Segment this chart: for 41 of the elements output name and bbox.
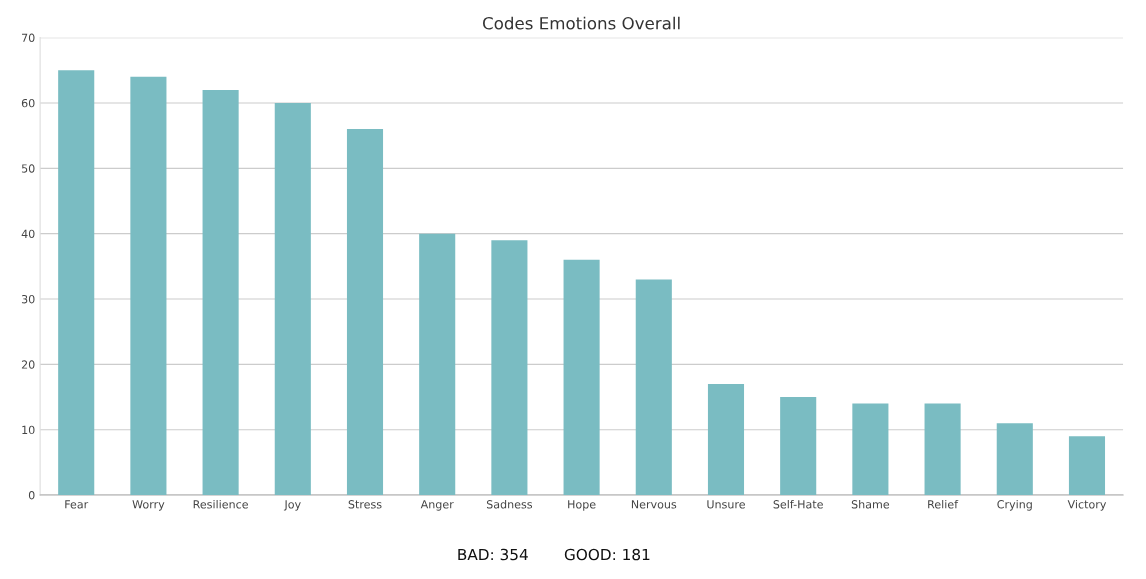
bar	[924, 403, 961, 496]
x-tick-label: Shame	[851, 499, 890, 509]
x-tick-label: Resilience	[193, 499, 248, 509]
x-tick-label: Sadness	[486, 499, 533, 509]
text: GOOD: 181	[564, 548, 650, 561]
x-tick-label: Unsure	[707, 500, 745, 509]
y-tick-label: 60	[21, 98, 35, 108]
bar	[491, 240, 528, 496]
x-tick-label: Stress	[348, 500, 382, 509]
x-tick-label: Worry	[132, 500, 165, 511]
y-tick-label: 50	[21, 164, 35, 173]
bar	[996, 423, 1033, 496]
x-tick-label: Victory	[1067, 499, 1107, 511]
bar	[707, 383, 745, 496]
x-tick-label: Joy	[283, 500, 301, 511]
x-tick-label: Self-Hate	[773, 499, 823, 509]
x-tick-label: Crying	[997, 499, 1032, 511]
bar	[130, 76, 167, 496]
y-tick-label: 30	[21, 294, 35, 304]
bar	[274, 102, 311, 496]
y-tick-label: 40	[21, 229, 35, 239]
bar	[419, 233, 456, 496]
bar	[202, 89, 239, 496]
bar	[635, 279, 672, 496]
x-tick-label: Relief	[928, 499, 959, 509]
y-tick-label: 10	[22, 425, 35, 435]
x-tick-label: Nervous	[631, 500, 677, 509]
bar	[58, 70, 95, 496]
text: BAD: 354	[458, 548, 528, 561]
x-tick-label: Hope	[568, 500, 596, 511]
y-tick-label: 0	[28, 491, 35, 500]
y-tick-label: 20	[21, 360, 35, 369]
x-tick-label: Fear	[65, 500, 89, 509]
bar	[563, 259, 600, 496]
chart-title: Codes Emotions Overall	[482, 16, 680, 30]
bar	[780, 397, 817, 496]
bar	[852, 403, 889, 496]
x-tick-label: Anger	[420, 500, 454, 511]
bar	[1068, 436, 1106, 496]
y-tick-label: 70	[22, 33, 35, 43]
bar	[346, 129, 384, 496]
